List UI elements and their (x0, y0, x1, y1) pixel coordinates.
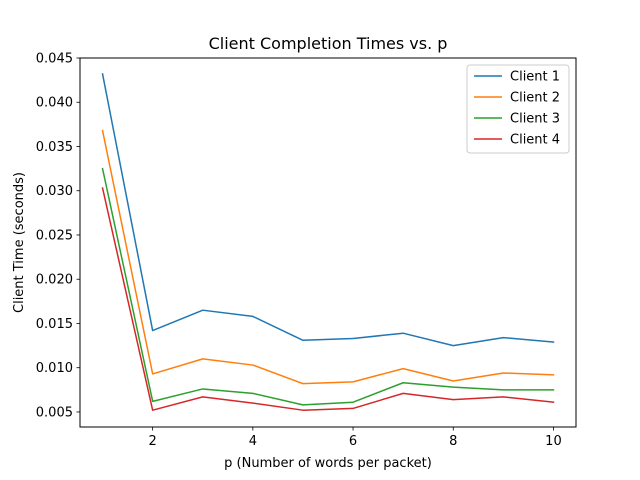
x-tick-label: 2 (149, 434, 157, 449)
legend: Client 1 Client 2 Client 3 Client 4 (466, 64, 570, 154)
y-tick-label: 0.025 (36, 228, 73, 243)
y-tick-label: 0.010 (36, 361, 73, 376)
series-line-client-1 (101, 73, 555, 347)
x-axis-label: p (Number of words per packet) (224, 456, 432, 471)
y-tick-label: 0.005 (36, 405, 73, 420)
y-tick-label: 0.030 (36, 184, 73, 199)
series-line-client-3 (101, 167, 555, 406)
chart-title: Client Completion Times vs. p (209, 34, 448, 53)
x-axis-ticks: 2 4 6 8 10 (149, 427, 562, 449)
series-line-client-4 (101, 187, 555, 411)
x-tick-label: 6 (349, 434, 357, 449)
legend-label-client-4: Client 4 (510, 133, 560, 148)
y-tick-label: 0.045 (36, 52, 73, 67)
legend-label-client-2: Client 2 (510, 91, 560, 106)
x-tick-label: 4 (249, 434, 257, 449)
y-axis-ticks: 0.005 0.010 0.015 0.020 0.025 0.030 0.035 0.040… (36, 52, 80, 420)
y-tick-label: 0.035 (36, 140, 73, 155)
y-axis-label: Client Time (seconds) (12, 172, 27, 313)
x-tick-label: 8 (449, 434, 457, 449)
y-tick-label: 0.020 (36, 273, 73, 288)
y-tick-label: 0.015 (36, 317, 73, 332)
y-tick-label: 0.040 (36, 96, 73, 111)
series-line-client-2 (101, 129, 555, 385)
axes-frame (79, 57, 577, 428)
x-tick-label: 10 (545, 434, 562, 449)
axes: 2 4 6 8 10 0.0050.0100.0150.0200.0250.0300.0… (36, 52, 577, 449)
legend-label-client-3: Client 3 (510, 112, 560, 127)
legend-box (466, 64, 570, 154)
plot-area (101, 73, 555, 411)
legend-label-client-1: Client 1 (510, 70, 560, 85)
